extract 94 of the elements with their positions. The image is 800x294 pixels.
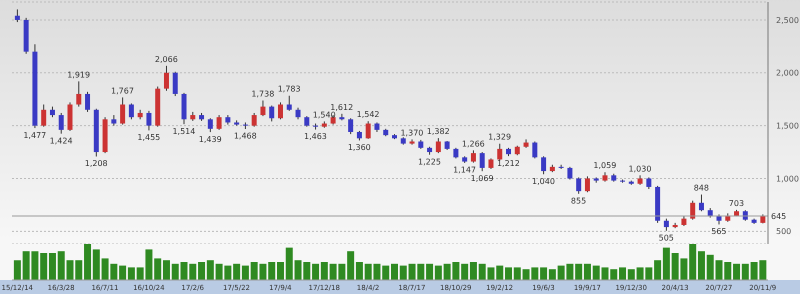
annotation: 848 bbox=[694, 184, 709, 193]
annotation: 1,059 bbox=[593, 161, 616, 170]
annotation: 1,477 bbox=[23, 130, 46, 140]
candlestick bbox=[252, 112, 257, 128]
annotation: 703 bbox=[728, 198, 744, 208]
annotation: 1,225 bbox=[418, 157, 441, 166]
candlestick bbox=[646, 176, 652, 190]
candlestick bbox=[50, 106, 55, 118]
candlestick bbox=[286, 95, 292, 112]
bar bbox=[66, 260, 74, 280]
annotation: 1,468 bbox=[234, 132, 257, 141]
candlestick bbox=[14, 8, 20, 23]
bar bbox=[180, 262, 188, 280]
bar bbox=[276, 262, 284, 280]
candlestick bbox=[664, 218, 669, 232]
candlestick bbox=[638, 174, 643, 186]
candlestick bbox=[120, 96, 126, 126]
annotation: 1,147 bbox=[453, 166, 476, 175]
annotation: 1,424 bbox=[50, 136, 73, 146]
annotation: 1,382 bbox=[426, 127, 450, 136]
candlestick bbox=[58, 112, 64, 134]
candlestick bbox=[584, 176, 590, 193]
annotation: 1,783 bbox=[278, 84, 301, 94]
annotation: 2,066 bbox=[154, 54, 178, 64]
candlestick bbox=[366, 120, 371, 140]
candlestick bbox=[172, 71, 178, 97]
candlestick bbox=[716, 214, 722, 225]
candlestick bbox=[304, 116, 310, 128]
annotation: 855 bbox=[570, 196, 586, 206]
candlestick bbox=[76, 80, 82, 108]
annotation: 505 bbox=[658, 233, 674, 242]
candlestick bbox=[164, 65, 169, 92]
annotation: 1,540 bbox=[312, 110, 336, 120]
bar bbox=[505, 267, 512, 280]
candlestick bbox=[225, 114, 230, 126]
candlestick bbox=[260, 100, 266, 117]
annotation: 1,767 bbox=[111, 86, 134, 96]
candlestick bbox=[681, 216, 686, 227]
candlestick bbox=[532, 140, 538, 159]
bar bbox=[391, 264, 398, 280]
annotation: 1,069 bbox=[470, 174, 494, 183]
candlestick bbox=[576, 176, 582, 194]
candlestick bbox=[436, 138, 441, 154]
annotation: 1,030 bbox=[628, 164, 652, 174]
candlestick bbox=[690, 200, 696, 220]
annotation: 1,370 bbox=[400, 128, 424, 138]
candlestick bbox=[698, 194, 704, 212]
annotation: 1,329 bbox=[488, 132, 512, 142]
candlestick bbox=[296, 107, 301, 120]
candlestick bbox=[216, 114, 222, 130]
candlestick bbox=[480, 152, 485, 172]
candlestick bbox=[128, 102, 134, 120]
annotation: 1,514 bbox=[172, 126, 196, 136]
candlestick bbox=[348, 118, 354, 135]
y-tick-label: 2,500 bbox=[776, 16, 799, 25]
candlestick bbox=[356, 130, 362, 141]
annotation: 1,040 bbox=[532, 176, 555, 186]
annotation: 1,455 bbox=[137, 133, 160, 142]
candlestick bbox=[269, 105, 274, 122]
candlestick bbox=[278, 102, 283, 120]
y-tick-label: 2,000 bbox=[776, 68, 799, 78]
candlestick bbox=[111, 114, 116, 126]
candlestick bbox=[374, 122, 380, 132]
candlestick bbox=[138, 109, 143, 120]
candlestick bbox=[497, 143, 502, 162]
candlestick bbox=[514, 145, 520, 156]
annotation: 1,360 bbox=[348, 143, 371, 152]
candlestick bbox=[488, 158, 494, 170]
annotation: 1,612 bbox=[330, 102, 354, 112]
candlestick bbox=[541, 156, 546, 175]
annotation: 1,919 bbox=[67, 70, 90, 80]
bar bbox=[759, 260, 766, 280]
annotation: 1,208 bbox=[84, 159, 108, 168]
candlestick bbox=[470, 150, 476, 164]
candlestick bbox=[567, 166, 572, 180]
candlestick bbox=[208, 118, 213, 133]
candlestick bbox=[146, 110, 152, 131]
candlestick bbox=[41, 104, 46, 128]
annotation: 1,212 bbox=[496, 158, 520, 168]
y-tick-label: 1,000 bbox=[776, 174, 799, 184]
ref-line-label: 645 bbox=[771, 212, 786, 221]
y-tick-label: 500 bbox=[776, 227, 792, 236]
annotation: 1,463 bbox=[304, 132, 327, 142]
annotation: 1,439 bbox=[198, 134, 222, 144]
candlestick bbox=[602, 172, 608, 182]
candlestick bbox=[453, 147, 458, 159]
bar bbox=[601, 267, 608, 280]
annotation: 1,738 bbox=[251, 89, 274, 98]
annotation: 1,266 bbox=[462, 139, 485, 148]
y-tick-label: 1,500 bbox=[776, 121, 799, 130]
annotation: 565 bbox=[711, 227, 727, 236]
candlestick bbox=[85, 91, 90, 112]
annotation: 1,542 bbox=[356, 110, 380, 120]
bar bbox=[716, 260, 722, 280]
